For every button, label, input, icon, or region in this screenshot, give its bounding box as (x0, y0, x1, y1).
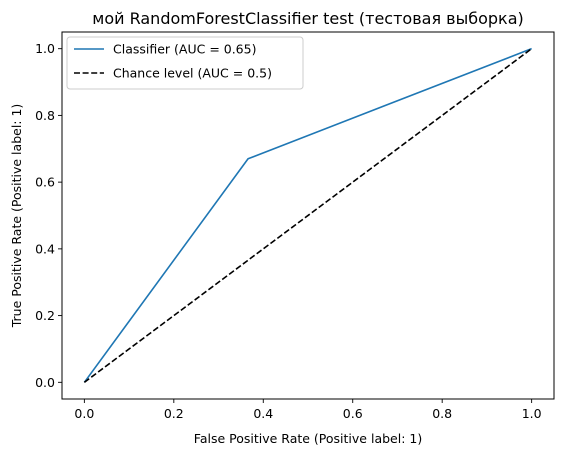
legend-label-classifier: Classifier (AUC = 0.65) (113, 42, 256, 57)
series-line-chance-level (83, 48, 533, 383)
x-tick-label: 0.2 (164, 406, 184, 421)
y-tick-label: 0.6 (35, 175, 55, 190)
y-tick-label: 0.4 (35, 241, 55, 256)
y-tick-label: 0.8 (35, 108, 55, 123)
plot-frame (61, 31, 555, 400)
y-tick-label: 0.2 (35, 308, 55, 323)
plot-series (83, 47, 533, 383)
y-tick-label: 0.0 (35, 375, 55, 390)
legend-label-chance-level: Chance level (AUC = 0.5) (113, 66, 272, 81)
chart-title: мой RandomForestClassifier test (тестова… (92, 9, 523, 28)
x-tick-label: 0.8 (432, 406, 452, 421)
y-tick-label: 1.0 (35, 41, 55, 56)
legend: Classifier (AUC = 0.65) Chance level (AU… (66, 36, 304, 90)
x-axis-label: False Positive Rate (Positive label: 1) (194, 431, 422, 446)
x-tick-label: 0.0 (74, 406, 94, 421)
x-tick-label: 1.0 (522, 406, 542, 421)
legend-box (66, 36, 304, 90)
series-line-classifier (83, 47, 532, 383)
x-axis-ticks: 0.0 0.2 0.4 0.6 0.8 1.0 (74, 399, 542, 421)
y-axis-ticks: 0.0 0.2 0.4 0.6 0.8 1.0 (35, 41, 62, 390)
x-tick-label: 0.4 (253, 406, 273, 421)
x-tick-label: 0.6 (343, 406, 363, 421)
y-axis-label: True Positive Rate (Positive label: 1) (9, 104, 24, 329)
